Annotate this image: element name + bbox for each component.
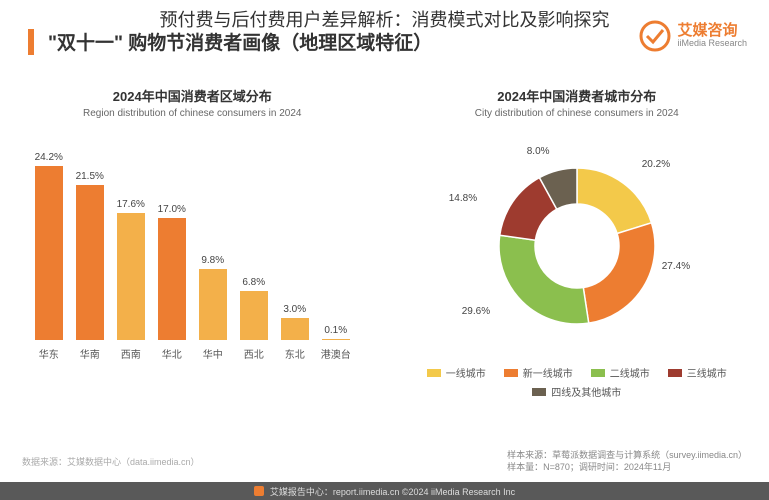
bar-column: 9.8% 华中 (194, 255, 232, 361)
legend-item: 二线城市 (591, 365, 650, 380)
legend-item: 新一线城市 (504, 365, 573, 380)
donut-chart: 20.2% 27.4% 29.6% 14.8% 8.0% (407, 131, 747, 361)
legend-swatch (591, 369, 605, 377)
legend-swatch (668, 369, 682, 377)
bar-value-label: 0.1% (324, 325, 347, 336)
donut-value-label: 14.8% (449, 193, 477, 204)
bar-value-label: 3.0% (283, 304, 306, 315)
legend-label: 四线及其他城市 (551, 384, 621, 399)
bar-column: 3.0% 东北 (276, 304, 314, 361)
legend-label: 新一线城市 (523, 365, 573, 380)
legend-label: 一线城市 (446, 365, 486, 380)
bar-category-label: 华北 (162, 346, 182, 361)
legend-swatch (532, 388, 546, 396)
footer-source-right-2: 样本量：N=870；调研时间：2024年11月 (507, 461, 747, 474)
bar-column: 24.2% 华东 (30, 152, 68, 361)
bar (35, 166, 63, 340)
bar-category-label: 华南 (80, 346, 100, 361)
bar-column: 21.5% 华南 (71, 171, 109, 361)
bar-column: 0.1% 港澳台 (317, 325, 355, 361)
footer-source-right: 样本来源：草莓派数据调查与计算系统（survey.iimedia.cn） 样本量… (507, 449, 747, 474)
bar-category-label: 港澳台 (321, 346, 351, 361)
logo-text-en: iiMedia Research (677, 39, 747, 49)
bar-column: 17.6% 西南 (112, 199, 150, 361)
bar-value-label: 17.6% (117, 199, 145, 210)
bar-category-label: 西北 (244, 346, 264, 361)
header: "双十一" 购物节消费者画像（地理区域特征） (28, 28, 432, 55)
bar-category-label: 华中 (203, 346, 223, 361)
bar-value-label: 9.8% (201, 255, 224, 266)
bar-category-label: 西南 (121, 346, 141, 361)
bar-column: 6.8% 西北 (235, 277, 273, 361)
legend-item: 四线及其他城市 (532, 384, 621, 399)
bar (158, 218, 186, 340)
bar-value-label: 6.8% (242, 277, 265, 288)
footer-source-right-1: 样本来源：草莓派数据调查与计算系统（survey.iimedia.cn） (507, 449, 747, 462)
bar-chart-title-cn: 2024年中国消费者区域分布 (113, 86, 272, 105)
donut-legend: 一线城市 新一线城市 二线城市 三线城市四线及其他城市 (427, 365, 727, 399)
donut-value-label: 20.2% (642, 159, 670, 170)
accent-bar (28, 29, 34, 55)
overlay-title: 预付费与后付费用户差异解析：消费模式对比及影响探究 (160, 6, 610, 32)
donut-value-label: 27.4% (662, 261, 690, 272)
bar-value-label: 24.2% (35, 152, 63, 163)
legend-item: 三线城市 (668, 365, 727, 380)
donut-svg (477, 146, 677, 346)
bar (240, 291, 268, 340)
bar-chart-title-en: Region distribution of chinese consumers… (83, 108, 301, 119)
bar-chart-panel: 2024年中国消费者区域分布 Region distribution of ch… (0, 80, 385, 430)
bar (117, 213, 145, 340)
donut-slice (499, 235, 589, 324)
footer-source-left: 数据来源：艾媒数据中心（data.iimedia.cn） (22, 455, 200, 468)
bar-column: 17.0% 华北 (153, 204, 191, 361)
bar (322, 339, 350, 340)
bar (76, 185, 104, 340)
donut-slice (583, 223, 655, 323)
donut-slice (577, 168, 651, 234)
logo-text-cn: 艾媒咨询 (677, 23, 747, 40)
legend-swatch (504, 369, 518, 377)
legend-label: 三线城市 (687, 365, 727, 380)
footer-bar: 艾媒报告中心：report.iimedia.cn ©2024 iiMedia R… (0, 482, 769, 500)
legend-item: 一线城市 (427, 365, 486, 380)
bar-category-label: 东北 (285, 346, 305, 361)
footer-bar-icon (254, 486, 264, 496)
donut-chart-title-cn: 2024年中国消费者城市分布 (497, 86, 656, 105)
brand-logo: 艾媒咨询 iiMedia Research (639, 20, 747, 52)
donut-chart-panel: 2024年中国消费者城市分布 City distribution of chin… (385, 80, 769, 430)
bar-chart: 24.2% 华东 21.5% 华南 17.6% 西南 17.0% 华北 9.8% 华中 6.8% 西北… (22, 131, 362, 361)
footer-bar-text: 艾媒报告中心：report.iimedia.cn ©2024 iiMedia R… (270, 485, 515, 498)
charts-container: 2024年中国消费者区域分布 Region distribution of ch… (0, 80, 769, 430)
donut-value-label: 29.6% (462, 306, 490, 317)
page-title: "双十一" 购物节消费者画像（地理区域特征） (48, 28, 432, 55)
bar (199, 269, 227, 340)
donut-chart-title-en: City distribution of chinese consumers i… (475, 108, 679, 119)
legend-swatch (427, 369, 441, 377)
donut-value-label: 8.0% (527, 146, 550, 157)
legend-label: 二线城市 (610, 365, 650, 380)
bar (281, 318, 309, 340)
logo-icon (639, 20, 671, 52)
bar-value-label: 17.0% (158, 204, 186, 215)
bar-value-label: 21.5% (76, 171, 104, 182)
bar-category-label: 华东 (39, 346, 59, 361)
